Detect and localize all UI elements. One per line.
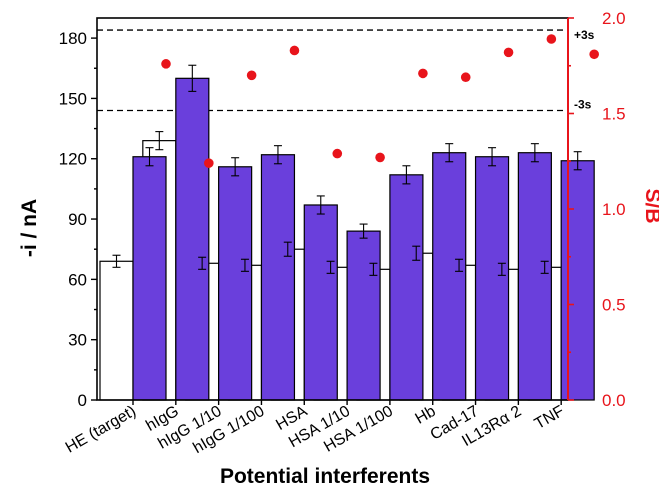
y-tick-label: 30 [68,331,87,350]
y2-tick-label: 0.0 [602,391,626,410]
sb-point [332,148,343,159]
y2-tick-label: 1.5 [602,105,626,124]
y-tick-label: 90 [68,210,87,229]
bar [389,174,424,401]
bar [260,154,296,401]
x-axis-title: Potential interferents [220,465,430,488]
sb-point [503,47,514,58]
y2-tick-label: 0.5 [602,296,626,315]
sb-point [546,34,557,44]
bar [175,77,210,401]
sb-point [418,68,428,79]
y-axis-title: -i / nA [18,199,41,257]
x-tick-label: TNF [532,403,568,433]
bar [346,230,381,401]
sb-point [204,158,214,168]
bar [218,166,253,401]
sb-point [460,72,471,83]
sb-point [375,152,385,163]
bar [560,160,595,401]
reference-line-label: +3s [574,28,595,42]
bar [432,152,467,401]
bar [517,152,552,401]
y2-tick-label: 1.0 [602,200,626,219]
bars [99,77,595,401]
y-tick-label: 150 [59,89,87,108]
sb-point [289,45,300,56]
reference-line-label: -3s [574,97,592,111]
y2-tick-label: 2.0 [602,9,626,28]
bar [303,204,338,401]
y-tick-label: 180 [59,29,87,48]
error-bars [112,64,582,276]
x-tick-label: HE (target) [63,403,139,457]
sb-point [161,59,171,69]
y-tick-label: 60 [68,270,87,289]
reference-lines: +3s -3s [97,28,595,111]
y2-axis-title: S/B [641,188,659,223]
bar [474,156,510,401]
y-tick-label: 120 [59,150,87,169]
y-tick-label: 0 [78,391,87,410]
bar [99,260,134,401]
sb-points [161,34,599,168]
sb-point [246,70,257,81]
ticks [91,17,574,405]
bar [132,156,167,401]
sb-point [589,49,599,60]
